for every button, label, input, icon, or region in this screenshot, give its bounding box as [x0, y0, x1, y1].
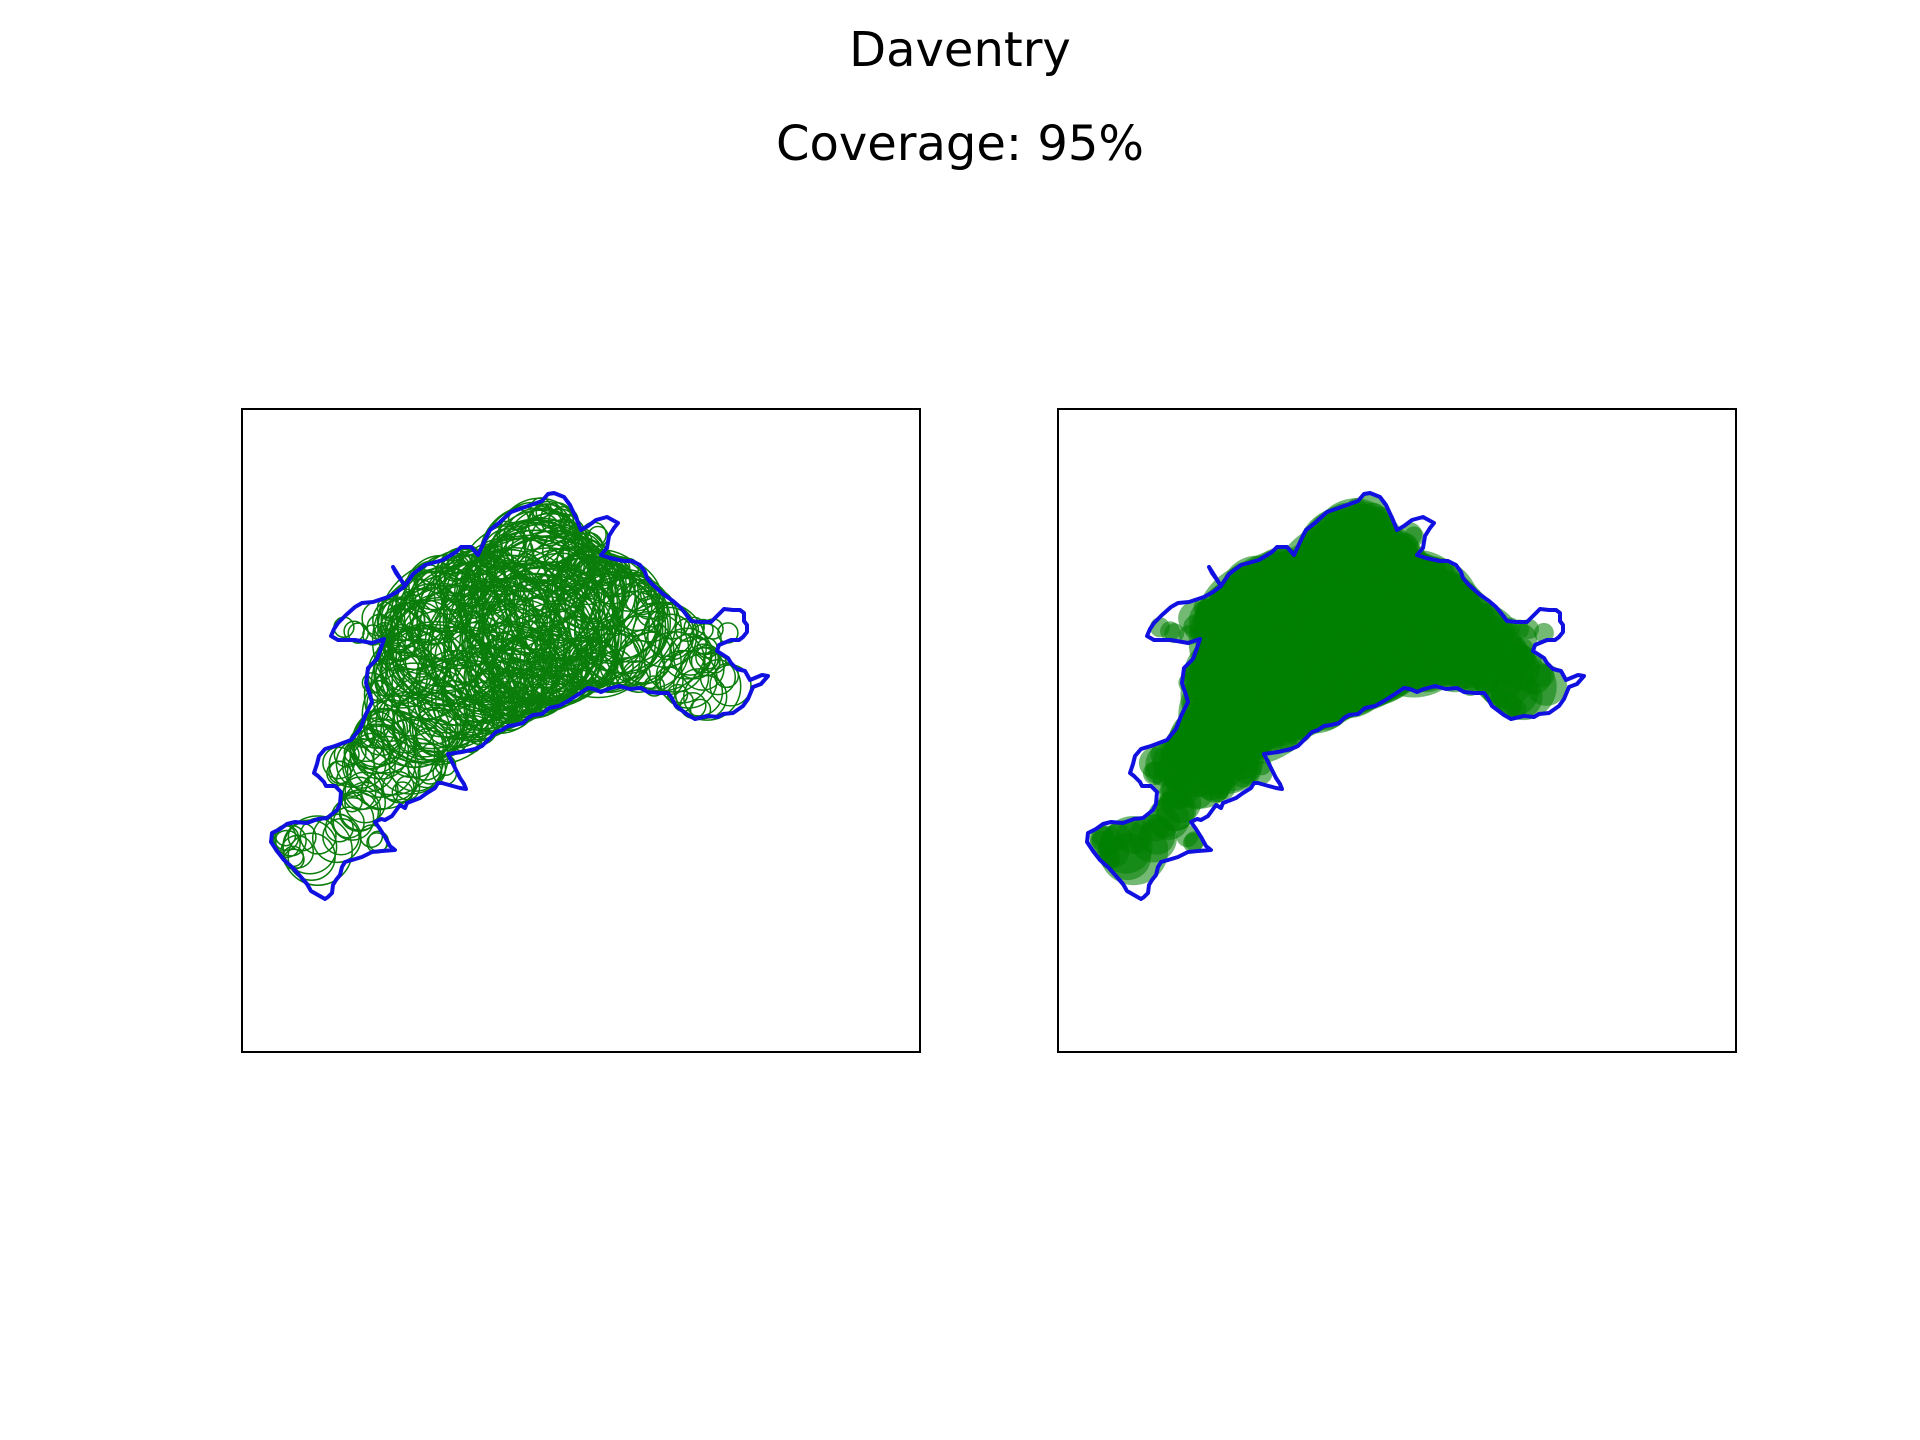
coverage-disk	[1383, 572, 1475, 664]
coverage-circle	[549, 518, 578, 547]
coverage-circle	[479, 518, 591, 630]
coverage-circle	[668, 633, 712, 676]
coverage-circle	[688, 643, 719, 674]
coverage-disk	[1195, 629, 1259, 693]
coverage-circle	[519, 620, 598, 699]
coverage-circle	[274, 824, 307, 857]
coverage-circle	[433, 601, 557, 724]
coverage-circle	[558, 555, 666, 662]
coverage-circle	[427, 580, 565, 717]
coverage-circle	[635, 595, 669, 628]
coverage-circle	[379, 608, 422, 651]
coverage-disks	[1089, 494, 1567, 886]
coverage-disk	[1091, 825, 1123, 856]
coverage-circle	[473, 649, 548, 723]
coverage-circle	[460, 537, 578, 656]
coverage-circle	[528, 550, 660, 683]
coverage-disk	[1491, 618, 1515, 642]
coverage-disk	[1166, 724, 1216, 774]
coverage-circle	[339, 789, 382, 832]
coverage-circle	[380, 602, 432, 654]
coverage-disk	[1404, 526, 1424, 547]
figure-title: Daventry	[849, 22, 1071, 78]
coverage-circles	[272, 493, 752, 886]
coverage-circle	[454, 520, 596, 663]
coverage-circle	[287, 832, 336, 881]
coverage-circle	[396, 677, 468, 750]
coverage-circle	[524, 659, 571, 706]
coverage-disk	[1294, 671, 1353, 731]
coverage-circle	[411, 706, 459, 754]
coverage-circle	[366, 708, 409, 751]
coverage-disk	[1208, 782, 1229, 803]
coverage-circle	[674, 668, 724, 717]
coverage-circle	[391, 665, 471, 746]
coverage-circle	[380, 697, 452, 769]
map-panel-filled-circles	[1057, 408, 1737, 1053]
coverage-circle	[570, 546, 603, 579]
coverage-circle	[527, 503, 571, 547]
coverage-circle	[388, 572, 524, 708]
coverage-disk	[1152, 764, 1185, 797]
coverage-circle	[417, 759, 443, 785]
coverage-disk	[1156, 789, 1197, 831]
coverage-circle	[682, 674, 728, 720]
map-panel-outline-circles	[241, 408, 921, 1053]
coverage-circle	[643, 675, 666, 697]
coverage-circle	[384, 567, 505, 688]
district-boundary	[269, 491, 770, 901]
coverage-circle	[382, 770, 415, 804]
coverage-circle	[458, 554, 567, 663]
coverage-circle	[430, 656, 518, 743]
coverage-circle	[439, 554, 492, 608]
coverage-circle	[391, 781, 414, 804]
coverage-circle	[440, 561, 515, 635]
coverage-disk	[1407, 557, 1447, 597]
coverage-circle	[387, 598, 496, 707]
coverage-disk	[1341, 660, 1386, 705]
coverage-circle	[335, 763, 370, 798]
coverage-disk	[1499, 675, 1543, 719]
coverage-circle	[440, 651, 521, 731]
coverage-circle	[460, 731, 483, 754]
map-outline-circles	[269, 491, 770, 901]
coverage-circle	[372, 597, 419, 645]
coverage-circle	[386, 626, 413, 653]
figure-subtitle: Coverage: 95%	[775, 116, 1145, 172]
coverage-disk	[1507, 647, 1536, 676]
coverage-disk	[1160, 621, 1181, 642]
coverage-circle	[532, 500, 564, 533]
district-boundary	[1085, 491, 1586, 901]
coverage-circle	[442, 644, 522, 724]
coverage-circle	[442, 546, 585, 689]
coverage-circle	[521, 557, 650, 685]
coverage-circle	[378, 628, 444, 694]
map-filled-circles	[1085, 491, 1586, 901]
coverage-circle	[349, 723, 401, 775]
coverage-disk	[1533, 622, 1554, 643]
coverage-disk	[1296, 519, 1406, 629]
